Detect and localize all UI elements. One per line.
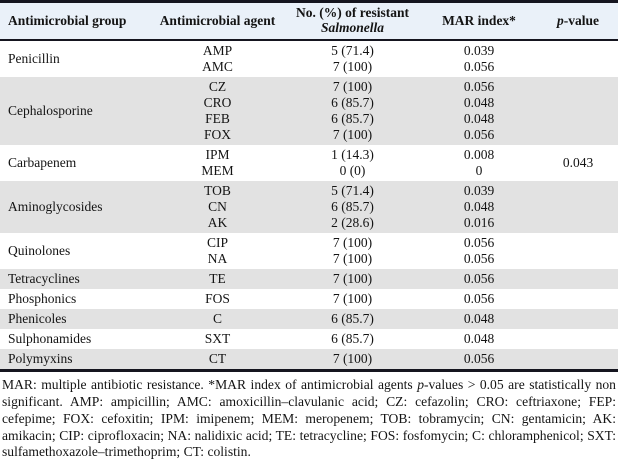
mar-index-cell: 0.016 xyxy=(463,215,495,230)
group-block: Polymyxins CT 7 (100) 0.056 xyxy=(0,349,618,369)
column-header-resistant-line2: Salmonella xyxy=(320,20,384,35)
group-block: Sulphonamides SXT 6 (85.7) 0.048 xyxy=(0,329,618,349)
agent-cell: CN xyxy=(208,199,227,214)
column-header-mar-index: MAR index* xyxy=(442,12,516,28)
column-header-resistant-salmonella: No. (%) of resistant Salmonella xyxy=(285,4,420,38)
agent-cell: SXT xyxy=(204,331,231,346)
resistant-count-cell: 5 (71.4) xyxy=(331,183,374,198)
agent-cell: C xyxy=(212,311,222,326)
table-footnote: MAR: multiple antibiotic resistance. *MA… xyxy=(0,372,618,465)
agent-cell: FEB xyxy=(205,111,230,126)
group-block: Tetracyclines TE 7 (100) 0.056 xyxy=(0,269,618,289)
group-block: Penicillin AMP 5 (71.4) 0.039 AMC 7 (100) 0.05… xyxy=(0,41,618,77)
mar-index-cell: 0.048 xyxy=(463,331,495,346)
agent-cell: TOB xyxy=(204,183,231,198)
group-block: Carbapenem 0.043 IPM 1 (14.3) 0.008 MEM 0 (0) 0 xyxy=(0,145,618,181)
footnote-italic-p: p xyxy=(417,377,424,392)
mar-index-cell: 0.056 xyxy=(463,271,495,286)
mar-index-cell: 0.056 xyxy=(463,59,495,74)
resistant-count-cell: 6 (85.7) xyxy=(331,95,374,110)
resistant-count-cell: 6 (85.7) xyxy=(331,331,374,346)
group-block: Quinolones CIP 7 (100) 0.056 NA 7 (100) 0.056 xyxy=(0,233,618,269)
group-label: Tetracyclines xyxy=(8,271,80,286)
antimicrobial-resistance-table: Antimicrobial group Antimicrobial agent … xyxy=(0,0,618,372)
resistant-count-cell: 7 (100) xyxy=(332,235,373,250)
agent-cell: CIP xyxy=(206,235,228,250)
group-label: Penicillin xyxy=(8,51,60,66)
agent-cell: FOS xyxy=(205,291,230,306)
group-block: Aminoglycosides TOB 5 (71.4) 0.039 CN 6 (85.7… xyxy=(0,181,618,233)
mar-index-cell: 0.039 xyxy=(463,43,495,58)
resistant-count-cell: 6 (85.7) xyxy=(331,311,374,326)
group-label: Aminoglycosides xyxy=(8,199,103,214)
resistant-count-cell: 7 (100) xyxy=(332,79,373,94)
group-label: Polymyxins xyxy=(8,351,73,366)
mar-index-cell: 0.056 xyxy=(463,235,495,250)
agent-cell: MEM xyxy=(201,163,234,178)
group-label: Quinolones xyxy=(8,243,71,258)
mar-index-cell: 0.048 xyxy=(463,95,495,110)
agent-cell: CT xyxy=(208,351,227,366)
resistant-count-cell: 7 (100) xyxy=(332,251,373,266)
agent-cell: CRO xyxy=(203,95,232,110)
group-block: Cephalosporine CZ 7 (100) 0.056 CRO 6 (85.7) 0… xyxy=(0,77,618,145)
mar-index-cell: 0.048 xyxy=(463,199,495,214)
resistant-count-cell: 7 (100) xyxy=(332,59,373,74)
group-label: Phosphonics xyxy=(8,291,77,306)
table-header-row: Antimicrobial group Antimicrobial agent … xyxy=(0,3,618,41)
group-label: Sulphonamides xyxy=(8,331,92,346)
agent-cell: FOX xyxy=(203,127,231,142)
group-label: Cephalosporine xyxy=(8,103,93,118)
resistant-count-cell: 7 (100) xyxy=(332,291,373,306)
resistant-count-cell: 7 (100) xyxy=(332,351,373,366)
resistant-count-cell: 1 (14.3) xyxy=(331,147,374,162)
group-block: Phenicoles C 6 (85.7) 0.048 xyxy=(0,309,618,329)
mar-index-cell: 0.056 xyxy=(463,291,495,306)
group-label: Carbapenem xyxy=(8,155,77,170)
resistant-count-cell: 7 (100) xyxy=(332,271,373,286)
group-p-value: 0.043 xyxy=(562,155,594,170)
resistant-count-cell: 6 (85.7) xyxy=(331,199,374,214)
column-header-p-value: p-value xyxy=(538,12,618,31)
column-header-antimicrobial-agent: Antimicrobial agent xyxy=(159,12,276,28)
resistant-count-cell: 7 (100) xyxy=(332,127,373,142)
mar-index-cell: 0.048 xyxy=(463,111,495,126)
column-header-resistant-line1: No. (%) of resistant xyxy=(296,5,409,21)
resistant-count-cell: 5 (71.4) xyxy=(331,43,374,58)
agent-cell: TE xyxy=(209,271,226,286)
agent-cell: AMP xyxy=(202,43,233,58)
agent-cell: AMC xyxy=(202,59,233,74)
mar-index-cell: 0.056 xyxy=(463,79,495,94)
mar-index-cell: 0.056 xyxy=(463,351,495,366)
group-block: Phosphonics FOS 7 (100) 0.056 xyxy=(0,289,618,309)
agent-cell: IPM xyxy=(205,147,230,162)
mar-index-cell: 0.008 xyxy=(463,147,495,162)
resistant-count-cell: 2 (28.6) xyxy=(331,215,374,230)
table-body: Penicillin AMP 5 (71.4) 0.039 AMC 7 (100) 0.05… xyxy=(0,41,618,372)
agent-cell: CZ xyxy=(208,79,227,94)
mar-index-cell: 0 xyxy=(475,163,483,178)
mar-index-cell: 0.056 xyxy=(463,127,495,142)
resistant-count-cell: 6 (85.7) xyxy=(331,111,374,126)
column-header-antimicrobial-group: Antimicrobial group xyxy=(8,12,127,28)
mar-index-cell: 0.039 xyxy=(463,183,495,198)
mar-index-cell: 0.048 xyxy=(463,311,495,326)
mar-index-cell: 0.056 xyxy=(463,251,495,266)
p-value-italic-p: p xyxy=(557,12,564,28)
footnote-part1: MAR: multiple antibiotic resistance. *MA… xyxy=(2,377,418,392)
group-label: Phenicoles xyxy=(8,311,67,326)
agent-cell: NA xyxy=(207,251,228,266)
agent-cell: AK xyxy=(207,215,228,230)
p-value-rest: -value xyxy=(563,12,599,28)
resistant-count-cell: 0 (0) xyxy=(339,163,366,178)
